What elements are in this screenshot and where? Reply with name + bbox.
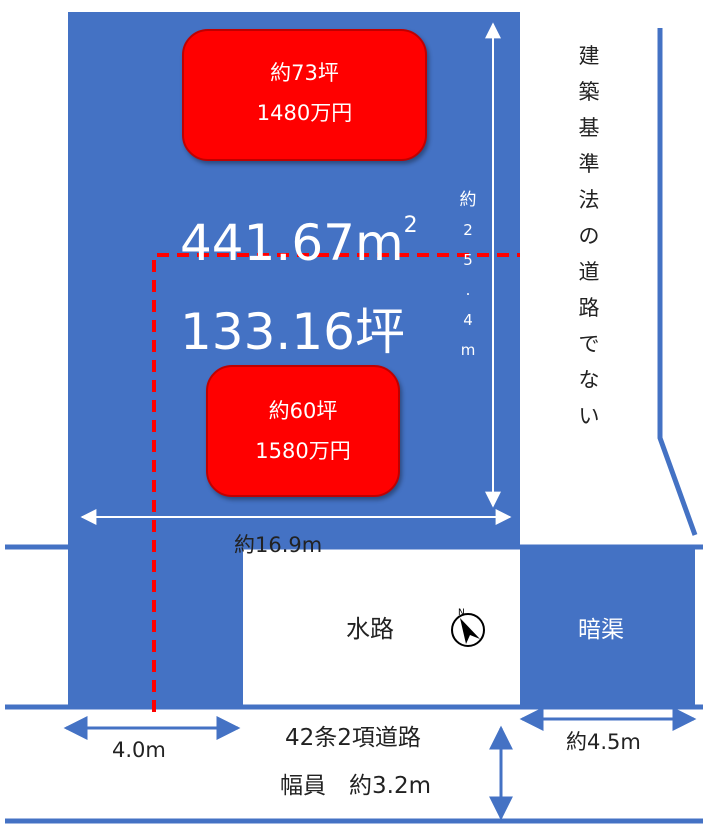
note-char: 準 <box>578 152 600 176</box>
note-char: 道 <box>578 260 600 284</box>
total-area-sqm-value: 441.67 <box>180 214 355 272</box>
upper-lot-area: 約73坪 <box>270 61 339 85</box>
total-area-tsubo: 133.16坪 <box>180 303 405 361</box>
left-strip-width-label: 4.0m <box>112 738 166 762</box>
right-strip-width-label: 約4.5m <box>566 730 641 754</box>
north-arrow-icon: N <box>448 606 488 652</box>
note-char: 路 <box>578 296 600 320</box>
note-char: で <box>578 332 600 356</box>
lower-lot-box: 約60坪 1580万円 <box>206 365 400 497</box>
note-char: 建 <box>578 44 600 68</box>
subdivision-dashed-line <box>152 253 520 712</box>
width-dimension-label: 約16.9m <box>234 533 323 557</box>
culvert-block <box>520 547 695 707</box>
culvert-label: 暗渠 <box>578 617 624 643</box>
total-area-sqm-superscript: 2 <box>403 213 418 238</box>
road-width-label: 幅員 約3.2m <box>280 773 431 799</box>
depth-char: 5 <box>463 251 473 269</box>
not-a-legal-road-note: 建 築 基 準 法 の 道 路 で な い <box>574 38 604 434</box>
total-area-sqm-unit: m <box>354 214 404 272</box>
svg-text:N: N <box>458 608 465 618</box>
depth-dimension-label: 約 2 5 . 4 m <box>458 185 478 365</box>
depth-char: 4 <box>463 311 473 329</box>
waterway-label: 水路 <box>346 615 394 643</box>
upper-lot-price: 1480万円 <box>256 101 353 125</box>
neighbor-boundary-line <box>657 28 698 536</box>
note-char: の <box>578 224 600 248</box>
total-area-sqm: 441.67m2 <box>180 196 418 273</box>
road-type-label: 42条2項道路 <box>285 725 421 751</box>
note-char: な <box>578 368 600 392</box>
note-char: い <box>578 404 600 428</box>
note-char: 基 <box>578 116 600 140</box>
lower-lot-area: 約60坪 <box>268 399 338 423</box>
depth-char: 約 <box>459 190 477 210</box>
depth-char: 2 <box>463 221 473 239</box>
upper-lot-box: 約73坪 1480万円 <box>182 29 427 161</box>
note-char: 法 <box>578 188 600 212</box>
note-char: 築 <box>578 80 600 104</box>
depth-char: m <box>460 341 476 359</box>
depth-char: . <box>465 281 471 299</box>
lower-lot-price: 1580万円 <box>255 439 351 463</box>
